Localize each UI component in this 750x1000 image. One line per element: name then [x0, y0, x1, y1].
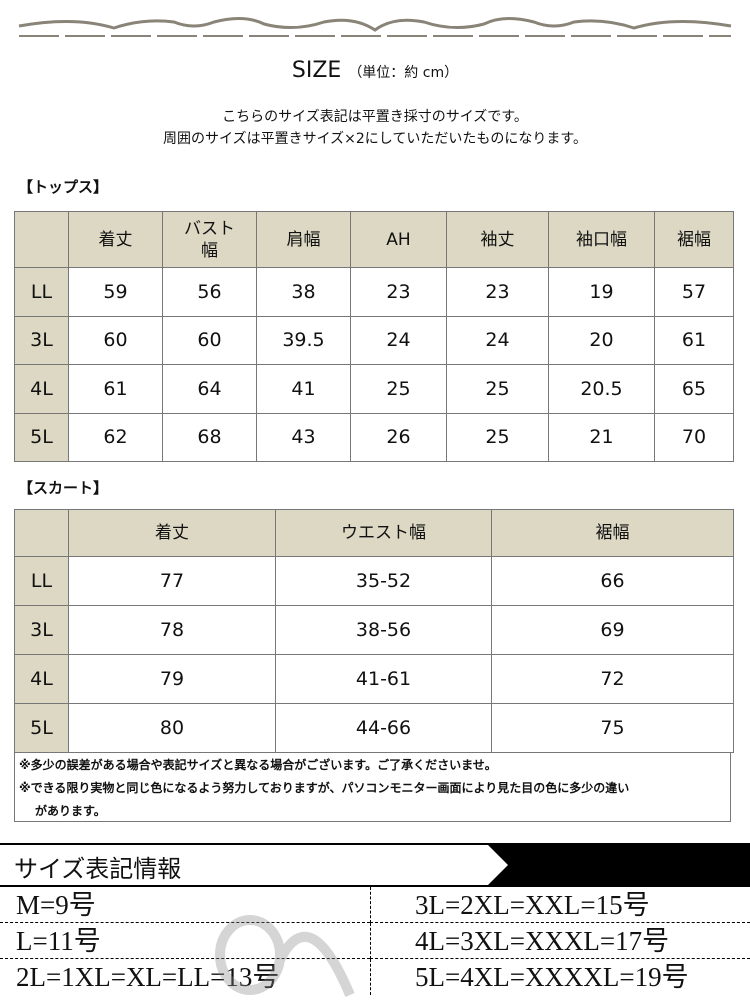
table-cell: 21: [548, 412, 655, 462]
table-cell: 23: [350, 267, 447, 317]
ornament-divider: [18, 17, 732, 37]
table-cell: 24: [446, 315, 549, 365]
table-cell: 41: [256, 364, 351, 414]
table-cell: 26: [350, 412, 447, 462]
notes-box: ※多少の誤差がある場合や表記サイズと異なる場合がございます。ご了承くださいませ。…: [14, 752, 731, 822]
table-cell: 64: [162, 364, 257, 414]
row-size-label: 3L: [14, 605, 69, 655]
intro-text: こちらのサイズ表記は平置き採寸のサイズです。 周囲のサイズは平置きサイズ×2にして…: [163, 109, 587, 147]
table-cell: 24: [350, 315, 447, 365]
table-row: LL 77 35-52 66: [14, 556, 734, 606]
table-cell: 65: [654, 364, 734, 414]
table-cell: 61: [654, 315, 734, 365]
table-cell: 38-56: [275, 605, 492, 655]
table-row: 3L 60 60 39.5 24 24 20 61: [14, 315, 734, 365]
table-cell: 75: [491, 703, 734, 753]
table-cell: 44-66: [275, 703, 492, 753]
header-arrow-band: [488, 845, 750, 885]
row-size-label: LL: [14, 267, 69, 317]
table-cell: 25: [446, 364, 549, 414]
table-cell: 43: [256, 412, 351, 462]
skirt-label: 【スカート】: [18, 479, 109, 497]
size-info-section: サイズ表記情報 M=9号 3L=2XL=XXL=15号 L=11号 4L=3XL=XX…: [0, 843, 750, 1000]
row-size-label: 4L: [14, 654, 69, 704]
table-cell: 60: [162, 315, 257, 365]
size-info-grid: M=9号 3L=2XL=XXL=15号 L=11号 4L=3XL=XXXL=17号 2L…: [0, 887, 750, 995]
table-row: 4L 79 41-61 72: [14, 654, 734, 704]
size-equivalence-item: 4L=3XL=XXXL=17号: [370, 923, 750, 959]
skirt-table: 着丈 ウエスト幅 裾幅 LL 77 35-52 66 3L 78 38-56 69 4L 79 41-6…: [14, 509, 734, 753]
table-cell: 57: [654, 267, 734, 317]
table-cell: 70: [654, 412, 734, 462]
tops-label: 【トップス】: [18, 178, 109, 196]
table-cell: 62: [68, 412, 163, 462]
table-cell: 56: [162, 267, 257, 317]
row-size-label: LL: [14, 556, 69, 606]
size-equivalence-item: 2L=1XL=XL=LL=13号: [16, 962, 280, 992]
size-equivalence-item: 3L=2XL=XXL=15号: [370, 887, 750, 923]
table-cell: 72: [491, 654, 734, 704]
row-size-label: 5L: [14, 703, 69, 753]
table-row: 5L 62 68 43 26 25 21 70: [14, 412, 734, 462]
table-cell: 35-52: [275, 556, 492, 606]
size-info-title: サイズ表記情報: [14, 855, 182, 883]
table-cell: 19: [548, 267, 655, 317]
size-equivalence-item: 5L=4XL=XXXXL=19号: [370, 959, 750, 995]
table-cell: 41-61: [275, 654, 492, 704]
row-size-label: 4L: [14, 364, 69, 414]
table-cell: 79: [68, 654, 276, 704]
table-row: LL 59 56 38 23 23 19 57: [14, 267, 734, 317]
table-cell: 20.5: [548, 364, 655, 414]
table-cell: 20: [548, 315, 655, 365]
table-cell: 69: [491, 605, 734, 655]
table-cell: 39.5: [256, 315, 351, 365]
table-row: 5L 80 44-66 75: [14, 703, 734, 753]
table-row: 4L 61 64 41 25 25 20.5 65: [14, 364, 734, 414]
row-size-label: 3L: [14, 315, 69, 365]
table-cell: 23: [446, 267, 549, 317]
table-cell: 68: [162, 412, 257, 462]
table-cell: 60: [68, 315, 163, 365]
table-cell: 25: [350, 364, 447, 414]
tops-table: 着丈 バスト幅 肩幅 AH 袖丈 袖口幅 裾幅 LL 59 56 38 23 23 19 57 3L 60 60…: [14, 211, 734, 462]
table-cell: 59: [68, 267, 163, 317]
table-cell: 66: [491, 556, 734, 606]
table-cell: 25: [446, 412, 549, 462]
table-cell: 78: [68, 605, 276, 655]
table-cell: 38: [256, 267, 351, 317]
table-cell: 77: [68, 556, 276, 606]
table-cell: 80: [68, 703, 276, 753]
table-cell: 61: [68, 364, 163, 414]
measuring-tape-image: [215, 915, 355, 997]
row-size-label: 5L: [14, 412, 69, 462]
size-equivalence-item: L=11号: [0, 923, 370, 959]
size-equivalence-item: M=9号: [0, 887, 370, 923]
page-title: SIZE （単位：約 cm）: [291, 58, 459, 83]
table-row: 3L 78 38-56 69: [14, 605, 734, 655]
